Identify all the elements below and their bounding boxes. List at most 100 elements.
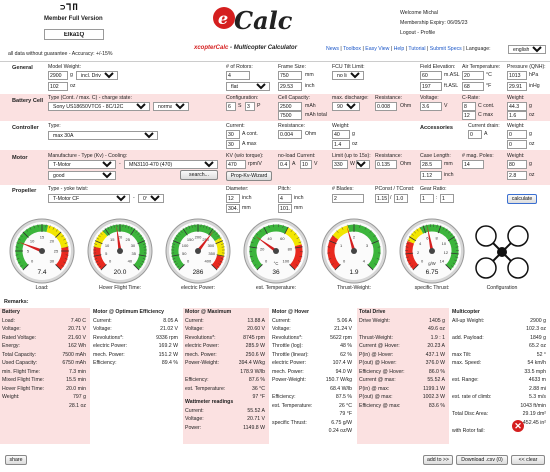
model-weight-input[interactable] [48, 71, 68, 80]
result-label: Current: [93, 317, 112, 324]
drive-mode-select[interactable]: incl. Drive [76, 71, 118, 80]
motor-resistance-input[interactable] [375, 160, 397, 169]
noload-voltage-input[interactable] [300, 160, 312, 169]
result-label: Current @ max: [359, 377, 396, 383]
gauge-caption: est. Temperature: [255, 285, 297, 291]
disclaimer: all data without guarantee - Accuracy: +… [8, 51, 113, 57]
gauge-tick-label: 15 [110, 237, 115, 242]
gauge-tick-label: 0 [31, 258, 34, 263]
user-name-field[interactable] [44, 29, 104, 40]
motor-model-select[interactable]: MN3110-470 (470) [124, 160, 218, 169]
nav-easy-view[interactable]: Easy View [365, 46, 390, 52]
accessory-weight-input[interactable] [507, 130, 527, 139]
propeller-type-select[interactable]: T-Motor CF [48, 194, 130, 203]
gear-ratio2-input[interactable] [440, 194, 454, 203]
prop-pitch-input[interactable] [278, 194, 292, 203]
cell-weight-input[interactable] [507, 102, 527, 111]
nav-help[interactable]: Help [393, 46, 405, 52]
add-to-button[interactable]: add to >> [423, 455, 453, 465]
c-rate-max-input[interactable] [462, 111, 476, 120]
prop-diameter-mm-input[interactable] [226, 204, 240, 213]
charge-state-select[interactable]: normal [153, 102, 189, 111]
result-label: Voltage: [272, 326, 291, 332]
motor-section: Motor Manufacture - Type (Kv) - Cooling:… [0, 150, 550, 185]
result-row: 97 °F [183, 393, 269, 402]
elevation-ft-input[interactable] [420, 82, 442, 91]
battery-type-select[interactable]: Sony US18650VTC6 - 8C/12C [48, 102, 150, 111]
gear-ratio-input[interactable] [420, 194, 434, 203]
result-label: Revolutions*: [185, 334, 216, 341]
motor-weight-oz-input[interactable] [507, 171, 527, 180]
result-value: 1405 g [429, 317, 445, 324]
result-value: 797 g [73, 394, 86, 400]
esc-weight-oz-input[interactable] [332, 140, 350, 149]
cell-weight-oz-input[interactable] [507, 111, 527, 120]
esc-weight-input[interactable] [332, 130, 350, 139]
fcu-tilt-select[interactable]: no limit [332, 71, 364, 80]
motor-kv-input[interactable] [226, 160, 246, 169]
prop-kv-wizard-button[interactable]: Prop-Kv-Wizard [226, 171, 272, 181]
case-length-inch-input[interactable] [420, 171, 442, 180]
max-discharge-select[interactable]: 90% [332, 102, 360, 111]
general-section: General Model Weight: g incl. Drive oz #… [0, 61, 550, 94]
result-label: electric Power: [93, 343, 128, 349]
download-csv-button[interactable]: Download .csv (0) [456, 455, 508, 465]
nav-tutorial[interactable]: Tutorial [408, 46, 426, 52]
pconst-input[interactable] [375, 194, 389, 203]
esc-current-cont-input[interactable] [226, 130, 240, 139]
nav-submit-specs[interactable]: Submit Specs [429, 46, 462, 52]
pressure-inhg-input[interactable] [507, 82, 527, 91]
nav-news[interactable]: News [326, 46, 339, 52]
result-label: min. Flight Time: [2, 368, 41, 375]
yoke-twist-select[interactable]: 0° [138, 194, 164, 203]
rotors-input[interactable] [226, 71, 250, 80]
cells-parallel-input[interactable] [245, 102, 255, 111]
pressure-input[interactable] [507, 71, 527, 80]
result-value: 9336 rpm [156, 334, 178, 341]
controller-type-select[interactable]: max 30A [48, 131, 158, 140]
limit-unit-select[interactable] [356, 160, 370, 169]
cell-voltage-input[interactable] [420, 102, 442, 111]
cells-serial-input[interactable] [226, 102, 236, 111]
frame-size-input[interactable] [278, 71, 302, 80]
motor-manufacturer-select[interactable]: T-Motor [48, 160, 116, 169]
accessory-weight-oz-input[interactable] [507, 140, 527, 149]
prop-blades-input[interactable] [332, 194, 364, 203]
motor-search-button[interactable]: search... [180, 170, 218, 180]
model-weight-oz-input[interactable] [48, 82, 68, 91]
total-capacity-input[interactable] [278, 111, 302, 120]
accessory-drain-input[interactable] [468, 130, 482, 139]
tconst-input[interactable] [394, 194, 408, 203]
result-label: Weight: [2, 394, 20, 400]
nav-toolbox[interactable]: Toolbox [343, 46, 362, 52]
battery-resistance-input[interactable] [375, 102, 397, 111]
esc-current-max-input[interactable] [226, 140, 240, 149]
air-temp-input[interactable] [462, 71, 484, 80]
frame-size-inch-input[interactable] [278, 82, 302, 91]
result-value: 21.60 V [68, 334, 86, 341]
share-button[interactable]: share [5, 455, 27, 465]
result-value: 7.40 C [70, 317, 86, 324]
logout-link[interactable]: Logout - Profile [400, 30, 436, 36]
esc-resistance-input[interactable] [278, 130, 302, 139]
elevation-input[interactable] [420, 71, 442, 80]
power-limit-input[interactable] [332, 160, 348, 169]
motor-weight-input[interactable] [507, 160, 527, 169]
air-temp-f-input[interactable] [462, 82, 484, 91]
case-length-input[interactable] [420, 160, 442, 169]
rotor-config-select[interactable]: flat [226, 82, 270, 91]
motor-cooling-select[interactable]: good [48, 171, 116, 180]
gauge-value: 36 [272, 269, 280, 276]
prop-diameter-input[interactable] [226, 194, 240, 203]
magnetic-poles-input[interactable] [462, 160, 484, 169]
cell-capacity-input[interactable] [278, 102, 302, 111]
clear-button[interactable]: << clear [511, 455, 545, 465]
prop-pitch-mm-input[interactable] [278, 204, 292, 213]
result-label: est. Temperature: [185, 385, 226, 392]
calculate-button[interactable]: calculate [507, 194, 537, 204]
c-rate-cont-input[interactable] [462, 102, 476, 111]
noload-current-input[interactable] [278, 160, 290, 169]
gauge-caption: Thrust-Weight: [337, 285, 371, 291]
language-select[interactable]: english [508, 45, 546, 54]
gauge-tick-label: 10 [30, 239, 35, 244]
